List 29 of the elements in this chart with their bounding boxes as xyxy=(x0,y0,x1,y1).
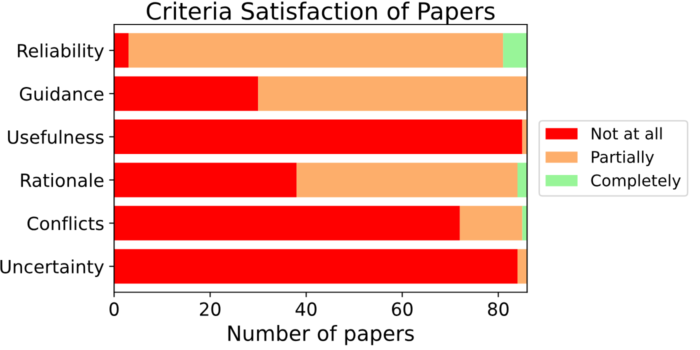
bar xyxy=(503,33,528,68)
y-tick-label: Guidance xyxy=(20,86,104,101)
x-tick-label: 40 xyxy=(296,302,316,316)
bar xyxy=(114,206,460,240)
x-tick-label: 0 xyxy=(110,302,119,316)
bar xyxy=(114,33,129,68)
x-tick-label: 80 xyxy=(488,302,509,316)
bar xyxy=(114,120,522,154)
bar xyxy=(114,76,258,111)
legend-label: Not at all xyxy=(592,127,662,140)
y-tick-label: Rationale xyxy=(21,173,104,188)
legend-label: Partially xyxy=(592,150,654,166)
y-tick-label: Usefulness xyxy=(8,130,104,144)
y-tick-label: Conflicts xyxy=(27,216,104,230)
y-tick-label: Uncertainty xyxy=(0,259,104,277)
bar xyxy=(114,162,297,198)
x-tick-label: 20 xyxy=(200,302,220,316)
bar xyxy=(460,206,522,240)
legend-label: Completely xyxy=(591,174,681,190)
x-axis-title: Number of papers xyxy=(228,325,414,346)
y-tick-label: Reliability xyxy=(18,44,104,62)
bar xyxy=(128,33,504,68)
bar xyxy=(258,76,528,111)
chart-title: Criteria Satisfaction of Papers xyxy=(146,2,495,24)
x-tick-label: 60 xyxy=(392,302,413,316)
bar xyxy=(517,162,528,198)
bar xyxy=(517,249,528,284)
bar xyxy=(114,249,518,284)
bar xyxy=(296,162,518,198)
